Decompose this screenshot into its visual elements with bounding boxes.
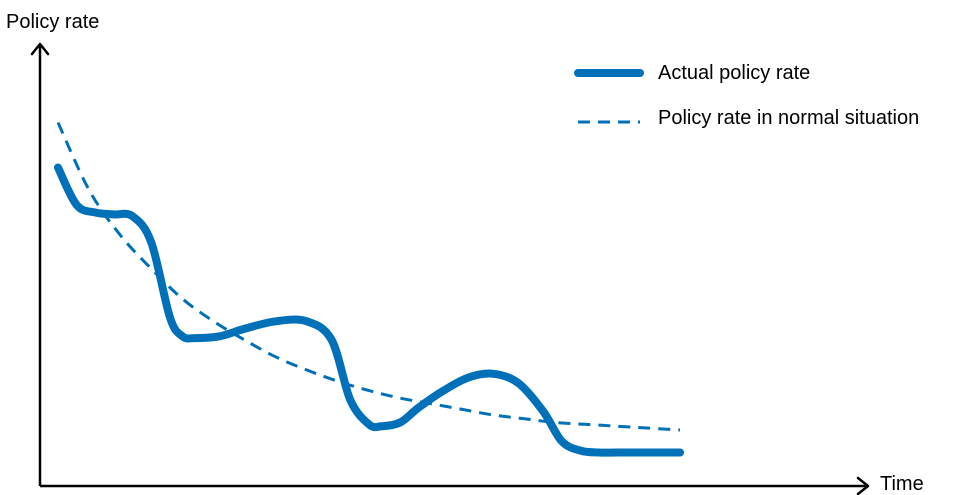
series-group (54, 121, 684, 457)
y-axis-arrow (30, 42, 50, 56)
y-axis-label: Policy rate (6, 11, 99, 33)
legend: Actual policy rate Policy rate in normal… (574, 62, 919, 129)
series-line-normal-situation (56, 121, 681, 432)
x-axis-arrow (856, 476, 870, 495)
x-axis-label: Time (880, 473, 924, 495)
legend-label-normal-situation: Policy rate in normal situation (658, 107, 919, 129)
series-line-actual-policy-rate (54, 163, 684, 457)
legend-label-actual-policy-rate: Actual policy rate (658, 62, 810, 84)
